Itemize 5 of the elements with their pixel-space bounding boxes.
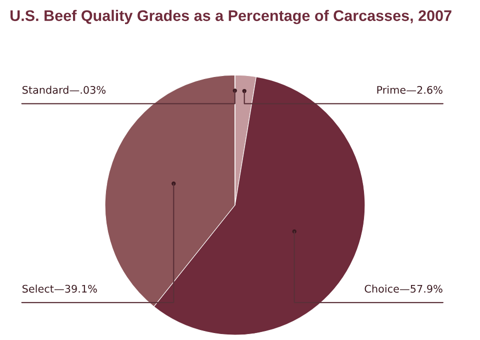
chart-title: U.S. Beef Quality Grades as a Percentage of Carcasses, 2007 (10, 10, 452, 24)
slice-label: Standard—.03% (22, 86, 106, 94)
slice-label: Select—39.1% (22, 284, 97, 293)
slice-label: Prime—2.6% (377, 86, 442, 94)
slice-label: Choice—57.9% (364, 284, 442, 293)
